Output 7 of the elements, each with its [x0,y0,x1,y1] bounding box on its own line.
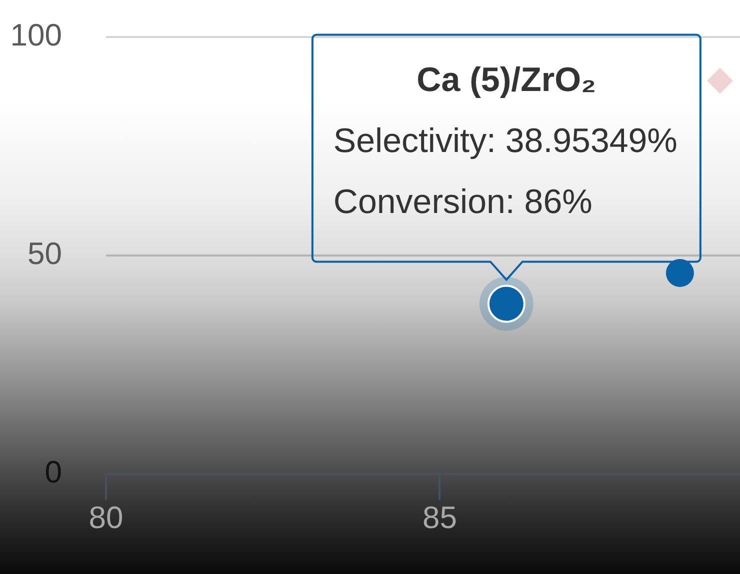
annotation: Ca (5)/ZrO₂ Selectivity: 38.95349% Conversion: 86% [333,61,678,222]
x-tick-label: 85 [422,500,457,536]
y-tick-label: 50 [28,236,62,272]
y-tick-label: 100 [10,18,62,53]
x-tick-label: 80 [88,500,124,536]
y-tick-label: 0 [44,454,62,490]
point [706,68,733,94]
